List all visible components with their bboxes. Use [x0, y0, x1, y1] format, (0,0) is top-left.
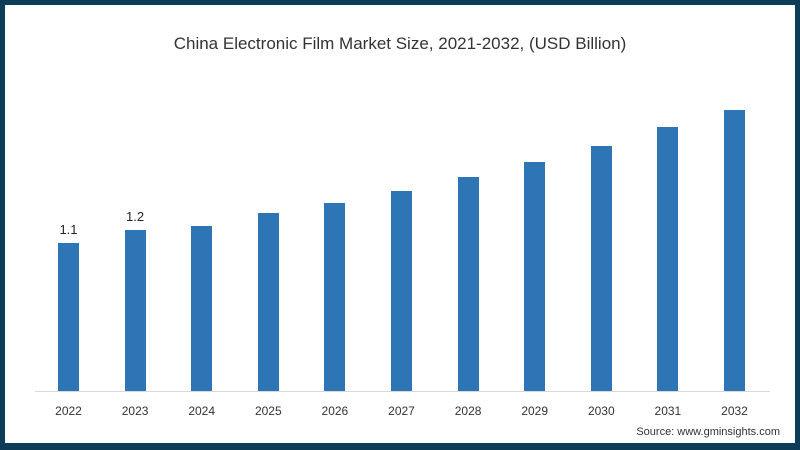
bar-2024 [191, 225, 213, 391]
bar-2023 [124, 229, 146, 391]
bar-2031 [657, 127, 679, 391]
x-tick-label: 2025 [254, 404, 282, 418]
x-tick-label: 2028 [454, 404, 482, 418]
x-tick-label: 2026 [321, 404, 349, 418]
bar-2026 [324, 202, 346, 391]
x-tick-label: 2031 [654, 404, 682, 418]
x-tick-label: 2027 [388, 404, 415, 418]
data-label: 1.1 [59, 222, 78, 238]
x-tick-label: 2024 [188, 404, 216, 418]
x-tick-label: 2029 [521, 404, 549, 418]
source-note: Source: www.gminsights.com [636, 426, 780, 438]
bar-2029 [524, 162, 546, 391]
bar-2022 [58, 243, 79, 391]
x-tick-label: 2023 [121, 404, 149, 418]
bar-2032 [724, 109, 745, 391]
x-tick-label: 2032 [721, 404, 748, 418]
bar-2025 [257, 213, 279, 391]
data-label: 1.2 [126, 208, 145, 224]
bar-2027 [391, 190, 412, 391]
chart-title: China Electronic Film Market Size, 2021-… [173, 34, 627, 53]
bar-2030 [590, 146, 612, 391]
x-axis-line [35, 391, 770, 392]
x-tick-label: 2022 [55, 404, 82, 418]
bar-2028 [457, 177, 479, 391]
x-tick-label: 2030 [587, 404, 615, 418]
